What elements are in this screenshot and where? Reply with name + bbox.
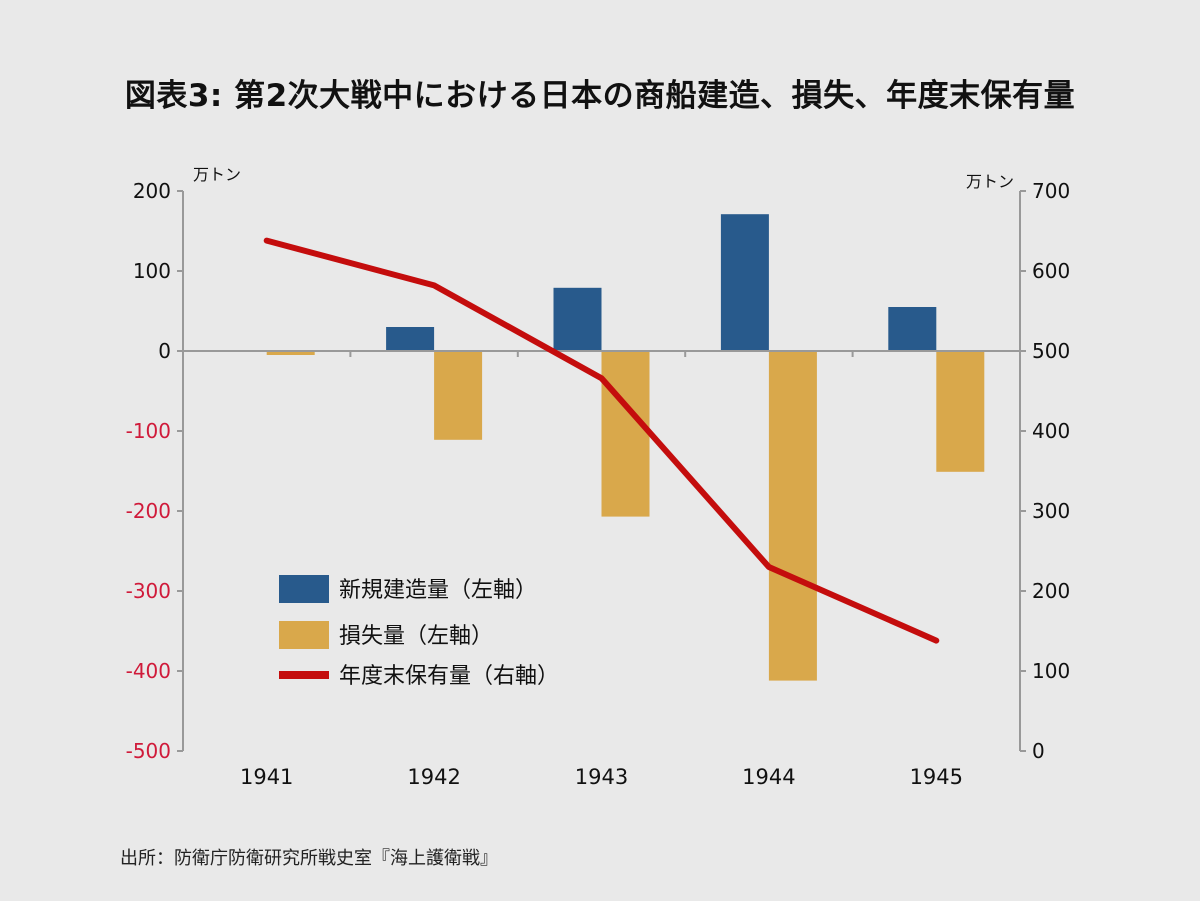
x-tick-label: 1942 xyxy=(407,765,460,789)
legend-holding-label: 年度末保有量（右軸） xyxy=(339,664,559,689)
loss-bar-1943 xyxy=(601,351,650,517)
right-tick-label: 100 xyxy=(1032,659,1070,683)
construction-bar-1942 xyxy=(386,327,435,351)
legend-holding-swatch xyxy=(279,671,329,679)
loss-bar-1944 xyxy=(768,351,817,681)
right-tick-label: 300 xyxy=(1032,499,1070,523)
legend-loss-label: 損失量（左軸） xyxy=(339,624,493,649)
left-tick-label: 0 xyxy=(158,339,171,363)
left-tick-label: -200 xyxy=(126,499,171,523)
chart-title: 図表3: 第2次大戦中における日本の商船建造、損失、年度末保有量 xyxy=(124,78,1076,114)
left-tick-label: -400 xyxy=(126,659,171,683)
construction-bar-1943 xyxy=(553,287,602,351)
x-tick-label: 1944 xyxy=(742,765,795,789)
legend-construction-swatch xyxy=(279,575,329,603)
right-tick-label: 600 xyxy=(1032,259,1070,283)
left-tick-label: -500 xyxy=(126,739,171,763)
left-tick-label: -100 xyxy=(126,419,171,443)
left-axis-unit: 万トン xyxy=(193,165,241,184)
legend-construction-label: 新規建造量（左軸） xyxy=(339,578,537,603)
right-tick-label: 0 xyxy=(1032,739,1045,763)
axes-layer: 200 100 0 -100 -200 -300 -400 -500 700 600 500 400 3… xyxy=(126,165,1071,789)
x-tick-label: 1943 xyxy=(575,765,628,789)
x-tick-label: 1945 xyxy=(910,765,963,789)
line-layer xyxy=(263,237,940,644)
source-note: 出所：防衛庁防衛研究所戦史室『海上護衛戦』 xyxy=(120,848,498,869)
construction-bar-1944 xyxy=(720,214,769,351)
right-tick-label: 200 xyxy=(1032,579,1070,603)
legend-loss-swatch xyxy=(279,621,329,649)
x-tick-label: 1941 xyxy=(240,765,293,789)
construction-bar-1945 xyxy=(888,307,937,351)
right-axis-unit: 万トン xyxy=(966,172,1014,191)
right-tick-label: 700 xyxy=(1032,179,1070,203)
bars-layer xyxy=(266,214,985,681)
right-tick-label: 500 xyxy=(1032,339,1070,363)
loss-bar-1945 xyxy=(936,351,985,472)
loss-bar-1941 xyxy=(266,351,315,355)
loss-bar-1942 xyxy=(434,351,483,440)
legend: 新規建造量（左軸） 損失量（左軸） 年度末保有量（右軸） xyxy=(279,575,559,689)
left-tick-label: 100 xyxy=(133,259,171,283)
left-tick-label: 200 xyxy=(133,179,171,203)
right-tick-label: 400 xyxy=(1032,419,1070,443)
left-tick-label: -300 xyxy=(126,579,171,603)
